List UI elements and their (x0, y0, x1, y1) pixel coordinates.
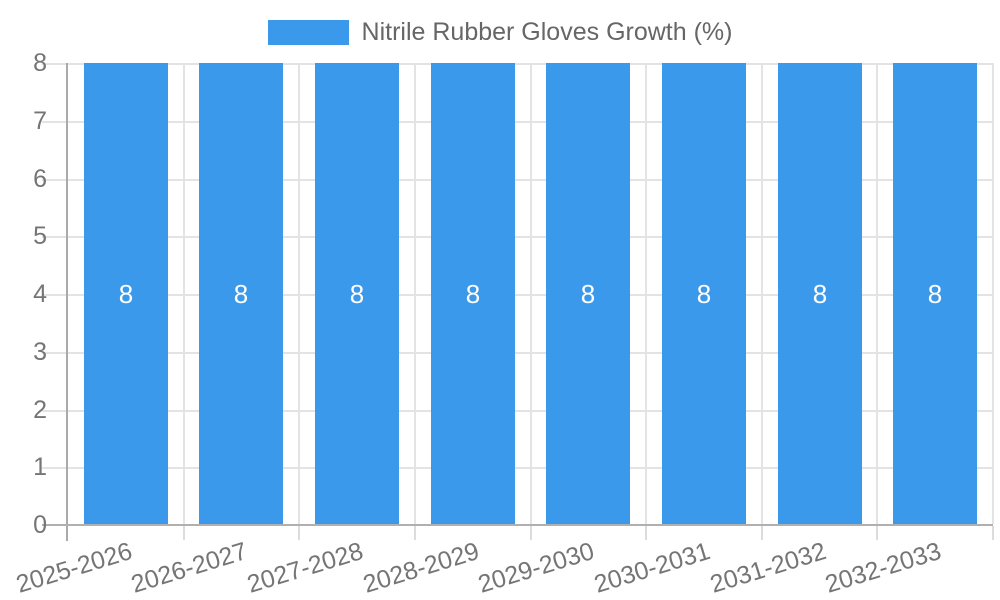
legend-label: Nitrile Rubber Gloves Growth (%) (361, 18, 733, 46)
x-gridline (530, 63, 532, 524)
axis-tick (761, 526, 763, 540)
axis-tick (414, 526, 416, 540)
bar-value-label: 8 (118, 279, 134, 309)
bar-value-label: 8 (349, 279, 365, 309)
y-tick-label: 3 (33, 338, 47, 366)
x-tick-label: 2026-2027 (128, 537, 251, 599)
x-gridline (298, 63, 300, 524)
x-gridline (183, 63, 185, 524)
x-gridline (992, 63, 994, 524)
bar: 8 (84, 63, 168, 525)
x-gridline (645, 63, 647, 524)
x-tick-label: 2027-2028 (244, 537, 367, 599)
x-tick-label: 2029-2030 (475, 537, 598, 599)
y-tick-label: 4 (33, 280, 47, 308)
chart-legend[interactable]: Nitrile Rubber Gloves Growth (%) (0, 19, 1000, 46)
y-tick-label: 5 (33, 222, 47, 250)
x-axis-line (42, 524, 993, 526)
bar: 8 (662, 63, 746, 525)
axis-tick (645, 526, 647, 540)
axis-tick (876, 526, 878, 540)
y-axis-line (66, 63, 68, 541)
bar-value-label: 8 (812, 279, 828, 309)
legend-swatch (267, 20, 349, 45)
x-tick-label: 2028-2029 (360, 537, 483, 599)
y-gridline (42, 467, 993, 469)
axis-tick (183, 526, 185, 540)
bar: 8 (431, 63, 515, 525)
bar: 8 (199, 63, 283, 525)
y-gridline (42, 121, 993, 123)
x-tick-label: 2031-2032 (707, 537, 830, 599)
x-tick-label: 2025-2026 (13, 537, 136, 599)
x-gridline (761, 63, 763, 524)
x-gridline (876, 63, 878, 524)
y-tick-label: 2 (33, 396, 47, 424)
y-gridline (42, 236, 993, 238)
axis-tick (530, 526, 532, 540)
y-gridline (42, 352, 993, 354)
y-gridline (42, 63, 993, 65)
y-gridline (42, 294, 993, 296)
bar: 8 (893, 63, 977, 525)
axis-tick (992, 526, 994, 540)
bar-value-label: 8 (465, 279, 481, 309)
y-tick-label: 1 (33, 453, 47, 481)
bar: 8 (315, 63, 399, 525)
y-tick-label: 0 (33, 511, 47, 539)
y-gridline (42, 179, 993, 181)
y-tick-label: 7 (33, 107, 47, 135)
bar-value-label: 8 (696, 279, 712, 309)
bar: 8 (546, 63, 630, 525)
x-gridline (414, 63, 416, 524)
x-tick-label: 2032-2033 (822, 537, 945, 599)
y-tick-label: 8 (33, 49, 47, 77)
bar-value-label: 8 (233, 279, 249, 309)
y-gridline (42, 410, 993, 412)
bar-value-label: 8 (927, 279, 943, 309)
axis-tick (298, 526, 300, 540)
bar-value-label: 8 (580, 279, 596, 309)
plot-area: 8 8 8 8 8 8 8 8 (42, 63, 994, 540)
bar: 8 (778, 63, 862, 525)
y-tick-label: 6 (33, 165, 47, 193)
x-tick-label: 2030-2031 (591, 537, 714, 599)
